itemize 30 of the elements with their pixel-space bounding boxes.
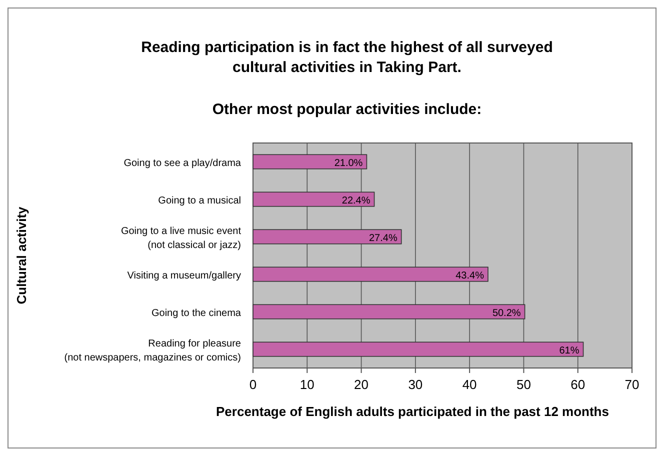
x-tick-label: 10 (300, 377, 314, 392)
data-label: 27.4% (368, 232, 398, 244)
data-label: 43.4% (456, 270, 484, 282)
y-tick-label: Going to see a play/drama (124, 158, 242, 169)
x-tick-label: 50 (516, 377, 531, 392)
bar (252, 342, 584, 357)
y-tick-label: Visiting a museum/gallery (127, 270, 241, 282)
x-tick-label: 60 (570, 377, 586, 392)
data-label: 22.4% (342, 195, 370, 206)
y-tick-label: Going to a live music event (not classical or jazz) (120, 226, 242, 251)
y-axis-title: Cultural activity (14, 206, 29, 304)
x-tick-label: 20 (354, 377, 369, 392)
chart-subtitle: Other most popular activities include: (212, 101, 482, 118)
bar (252, 192, 375, 207)
y-tick-label: Reading for pleasure (not newspapers, magazines or comics) (64, 338, 242, 364)
bar (252, 266, 488, 282)
bar (252, 154, 368, 170)
x-tick-label: 30 (408, 377, 423, 392)
x-axis-title: Percentage of English adults participated in the past 12 months (216, 404, 609, 419)
data-label: 50.2% (492, 308, 521, 319)
y-tick-label: Going to a musical (158, 195, 241, 206)
data-label: 21.0% (334, 158, 363, 169)
x-tick-label: 0 (249, 377, 257, 392)
chart-title: Reading participation is in fact the highest of all surveyed cultural activities in Taking Part. (141, 39, 553, 76)
bar (252, 229, 402, 244)
bar (252, 304, 526, 320)
x-tick-label: 40 (462, 377, 477, 392)
data-label: 61% (559, 345, 580, 356)
y-tick-label: Going to the cinema (152, 308, 242, 319)
x-tick-label: 70 (624, 377, 640, 392)
